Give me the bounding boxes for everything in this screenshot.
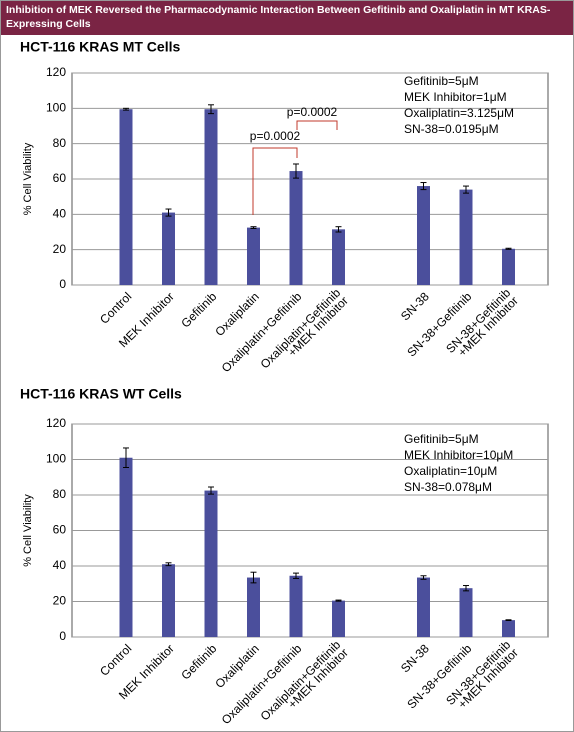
- y-tick-label: 60: [53, 171, 67, 185]
- y-tick-label: 0: [59, 629, 66, 643]
- bar: [289, 575, 303, 637]
- bar: [502, 248, 515, 285]
- error-bar: [165, 208, 172, 217]
- note: Oxaliplatin=10μM: [404, 464, 497, 478]
- y-tick-label: 20: [53, 594, 67, 608]
- y-tick-label: 40: [53, 558, 67, 572]
- bar: [162, 564, 175, 637]
- bar: [119, 109, 133, 285]
- bar: [459, 588, 473, 637]
- error-bar: [335, 226, 342, 233]
- error-bar: [123, 447, 129, 468]
- bar: [289, 171, 303, 285]
- y-axis-label: % Cell Viability: [22, 494, 34, 567]
- note: MEK Inhibitor=1μM: [404, 90, 507, 104]
- bar: [417, 186, 430, 285]
- y-tick-label: 100: [46, 452, 66, 466]
- bar: [332, 229, 345, 285]
- note: SN-38=0.078μM: [404, 480, 492, 494]
- chart-title: HCT-116 KRAS MT Cells: [20, 39, 180, 55]
- error-bar: [420, 575, 427, 580]
- significance-bracket: [252, 147, 298, 215]
- error-bar: [293, 163, 299, 179]
- annotation: p=0.0002: [287, 105, 338, 119]
- bar: [162, 212, 175, 285]
- chart-title: HCT-116 KRAS WT Cells: [20, 386, 182, 402]
- y-tick-label: 100: [46, 101, 66, 115]
- error-bar: [505, 619, 512, 621]
- error-bar: [293, 572, 299, 579]
- annotation: p=0.0002: [250, 129, 301, 143]
- note: Gefitinib=5μM: [404, 432, 479, 446]
- note: Oxaliplatin=3.125μM: [404, 106, 514, 120]
- error-bar: [250, 226, 257, 229]
- error-bar: [165, 562, 172, 567]
- note: MEK Inhibitor=10μM: [404, 448, 513, 462]
- error-bar: [123, 107, 129, 111]
- bar: [459, 189, 473, 285]
- bar: [204, 490, 218, 637]
- y-tick-label: 80: [53, 136, 67, 150]
- y-tick-label: 40: [53, 207, 67, 221]
- bar: [247, 227, 260, 285]
- error-bar: [208, 486, 214, 495]
- significance-bracket: [296, 120, 338, 130]
- bar: [417, 577, 430, 637]
- y-tick-label: 20: [53, 242, 67, 256]
- y-tick-label: 120: [46, 416, 66, 430]
- y-tick-label: 80: [53, 487, 67, 501]
- error-bar: [505, 247, 512, 250]
- note: SN-38=0.0195μM: [404, 122, 499, 136]
- error-bar: [420, 182, 427, 191]
- error-bar: [335, 599, 342, 602]
- error-bar: [463, 585, 469, 592]
- bar: [119, 457, 133, 637]
- note: Gefitinib=5μM: [404, 74, 479, 88]
- bar: [247, 577, 260, 637]
- y-tick-label: 120: [46, 65, 66, 79]
- y-tick-label: 60: [53, 523, 67, 537]
- bar: [204, 109, 218, 285]
- error-bar: [250, 571, 257, 584]
- y-axis-label: % Cell Viability: [22, 142, 34, 215]
- bar: [332, 600, 345, 637]
- header-bar: [1, 1, 573, 35]
- page-title: Inhibition of MEK Reversed the Pharmacod…: [6, 4, 551, 30]
- header: Inhibition of MEK Reversed the Pharmacod…: [6, 4, 551, 30]
- error-bar: [208, 104, 214, 115]
- y-tick-label: 0: [59, 277, 66, 291]
- bar: [502, 620, 515, 637]
- error-bar: [463, 185, 469, 194]
